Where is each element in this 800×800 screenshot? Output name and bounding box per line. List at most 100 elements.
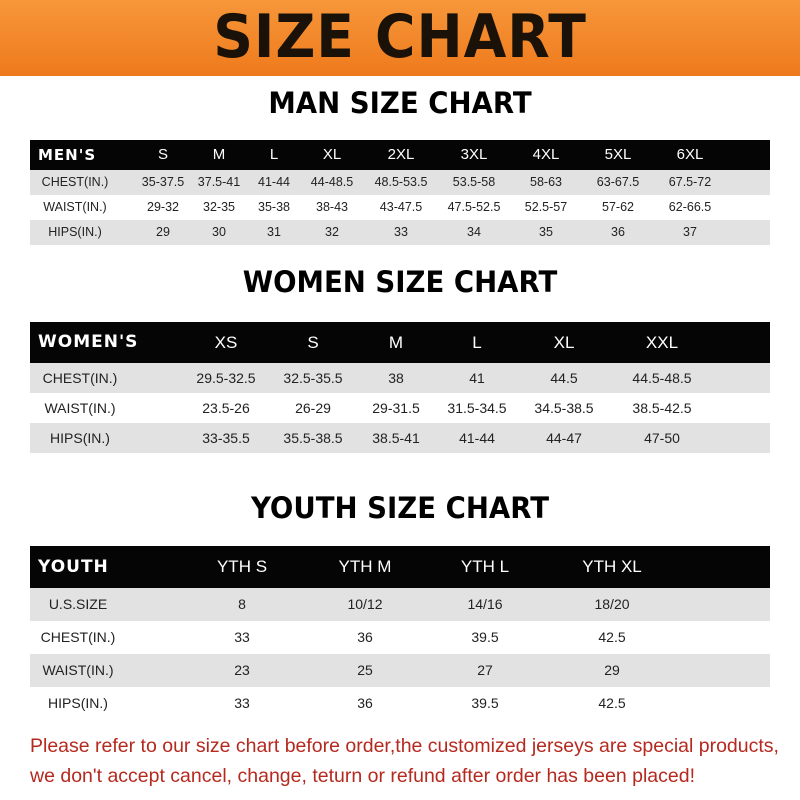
banner: SIZE CHART <box>0 0 800 76</box>
size-header-cell: M <box>212 146 226 163</box>
table-cell: 33 <box>234 629 250 645</box>
women-size-table: WOMEN'S XS S M L XL XXL CHEST(IN.) 29.5-32.5 32.5… <box>30 322 770 453</box>
size-header-cell: XXL <box>645 333 679 352</box>
table-cell: 36 <box>611 225 625 239</box>
table-title-cell: YOUTH <box>38 557 109 577</box>
table-row: U.S.SIZE 8 10/12 14/16 18/20 <box>30 588 770 621</box>
table-title-cell: WOMEN'S <box>38 332 139 352</box>
size-header-cell: M <box>388 333 404 352</box>
table-cell: 47.5-52.5 <box>447 200 501 214</box>
size-header-cell: XL <box>322 146 342 163</box>
table-cell: 42.5 <box>598 695 626 711</box>
table-cell: 35 <box>539 225 553 239</box>
table-cell: 32 <box>325 225 339 239</box>
table-cell: 44-48.5 <box>310 175 354 189</box>
size-header-cell: 6XL <box>676 146 704 163</box>
size-header-cell: L <box>472 333 482 352</box>
table-cell: 33 <box>394 225 408 239</box>
women-section-title: WOMEN SIZE CHART <box>242 265 558 299</box>
table-header-row: YOUTH YTH S YTH M YTH L YTH XL <box>30 546 770 588</box>
table-cell: 26-29 <box>295 400 331 416</box>
table-cell: 31.5-34.5 <box>447 400 507 416</box>
table-cell: 29-31.5 <box>372 400 420 416</box>
row-label-cell: CHEST(IN.) <box>42 370 118 386</box>
table-cell: 32-35 <box>203 200 235 214</box>
table-cell: 37 <box>683 225 697 239</box>
size-header-cell: 3XL <box>460 146 488 163</box>
banner-title: SIZE CHART <box>213 2 587 72</box>
table-cell: 29 <box>156 225 170 239</box>
table-cell: 33-35.5 <box>202 430 250 446</box>
table-cell: 53.5-58 <box>452 175 496 189</box>
table-row: WAIST(IN.) 29-32 32-35 35-38 38-43 43-47.5 47.… <box>30 195 770 220</box>
table-cell: 32.5-35.5 <box>283 370 343 386</box>
table-cell: 34.5-38.5 <box>534 400 594 416</box>
size-header-cell: L <box>269 146 279 163</box>
table-cell: 63-67.5 <box>596 175 640 189</box>
table-cell: 14/16 <box>467 596 503 612</box>
table-cell: 23 <box>234 662 250 678</box>
table-cell: 35-38 <box>258 200 290 214</box>
size-header-cell: 5XL <box>604 146 632 163</box>
table-cell: 48.5-53.5 <box>374 175 428 189</box>
table-cell: 25 <box>357 662 373 678</box>
table-row: WAIST(IN.) 23 25 27 29 <box>30 654 770 687</box>
table-cell: 43-47.5 <box>379 200 423 214</box>
table-cell: 38-43 <box>316 200 348 214</box>
row-label-cell: WAIST(IN.) <box>43 200 107 214</box>
table-header-row: WOMEN'S XS S M L XL XXL <box>30 322 770 363</box>
table-cell: 62-66.5 <box>668 200 712 214</box>
table-cell: 31 <box>267 225 281 239</box>
table-cell: 42.5 <box>598 629 626 645</box>
table-cell: 36 <box>357 695 373 711</box>
table-row: HIPS(IN.) 33-35.5 35.5-38.5 38.5-41 41-44 44-… <box>30 423 770 453</box>
table-row: CHEST(IN.) 29.5-32.5 32.5-35.5 38 41 44.5 44.5… <box>30 363 770 393</box>
size-header-cell: YTH XL <box>582 557 642 576</box>
youth-size-table: YOUTH YTH S YTH M YTH L YTH XL U.S.SIZE 8 10/12… <box>30 546 770 720</box>
notice-line-2: we don't accept cancel, change, teturn o… <box>30 765 695 787</box>
table-cell: 38.5-42.5 <box>632 400 692 416</box>
size-header-cell: S <box>157 146 169 163</box>
table-cell: 47-50 <box>644 430 680 446</box>
table-row: HIPS(IN.) 33 36 39.5 42.5 <box>30 687 770 720</box>
table-cell: 41-44 <box>459 430 495 446</box>
table-cell: 8 <box>238 596 246 612</box>
table-cell: 29 <box>604 662 620 678</box>
table-title-cell: MEN'S <box>38 146 97 164</box>
table-cell: 29-32 <box>147 200 179 214</box>
notice-line-1: Please refer to our size chart before or… <box>30 735 779 757</box>
row-label-cell: HIPS(IN.) <box>48 695 108 711</box>
row-label-cell: CHEST(IN.) <box>41 175 109 189</box>
table-cell: 18/20 <box>594 596 630 612</box>
table-cell: 67.5-72 <box>668 175 712 189</box>
table-cell: 29.5-32.5 <box>196 370 256 386</box>
size-header-cell: YTH S <box>216 557 268 576</box>
size-header-cell: XS <box>214 333 238 352</box>
row-label-cell: WAIST(IN.) <box>42 662 114 678</box>
table-cell: 52.5-57 <box>524 200 568 214</box>
size-header-cell: 2XL <box>387 146 415 163</box>
row-label-cell: U.S.SIZE <box>48 596 108 612</box>
table-cell: 57-62 <box>602 200 634 214</box>
table-cell: 41-44 <box>258 175 290 189</box>
men-size-table: MEN'S S M L XL 2XL 3XL 4XL 5XL 6XL CHEST(IN.) 35-37… <box>30 140 770 245</box>
size-header-cell: YTH L <box>460 557 510 576</box>
table-cell: 35-37.5 <box>141 175 185 189</box>
table-cell: 23.5-26 <box>202 400 250 416</box>
table-row: WAIST(IN.) 23.5-26 26-29 29-31.5 31.5-34.5 34… <box>30 393 770 423</box>
size-header-cell: S <box>307 333 319 352</box>
size-header-cell: YTH M <box>338 557 392 576</box>
table-row: CHEST(IN.) 35-37.5 37.5-41 41-44 44-48.5 48.5… <box>30 170 770 195</box>
table-cell: 37.5-41 <box>197 175 241 189</box>
row-label-cell: HIPS(IN.) <box>48 225 102 239</box>
youth-section-title: YOUTH SIZE CHART <box>250 491 550 525</box>
table-cell: 39.5 <box>471 629 499 645</box>
size-header-cell: 4XL <box>532 146 560 163</box>
table-cell: 35.5-38.5 <box>283 430 343 446</box>
table-cell: 41 <box>469 370 485 386</box>
table-cell: 33 <box>234 695 250 711</box>
table-cell: 30 <box>212 225 226 239</box>
row-label-cell: WAIST(IN.) <box>44 400 116 416</box>
table-cell: 10/12 <box>347 596 383 612</box>
table-cell: 38 <box>388 370 404 386</box>
